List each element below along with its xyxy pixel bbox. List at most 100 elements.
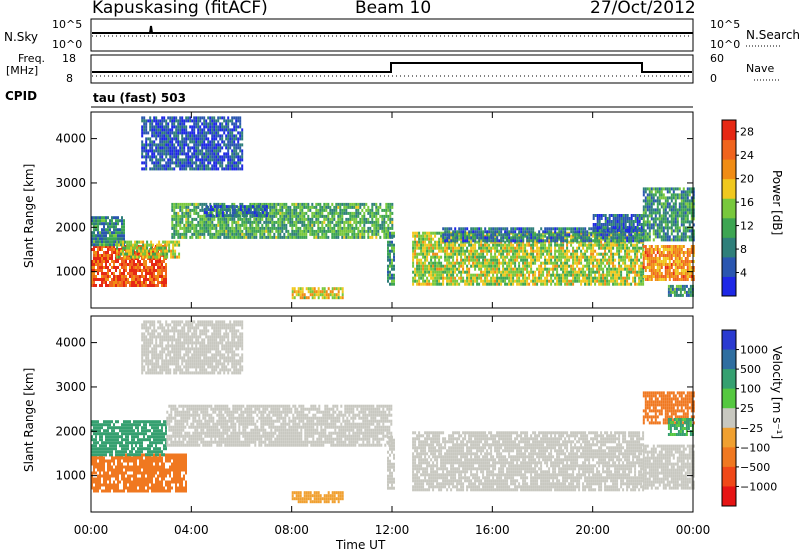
power-colorbar-label: 8 (740, 243, 747, 256)
velocity-colorbar-label: 500 (740, 363, 761, 376)
y-tick-label: 4000 (55, 132, 86, 146)
cpid-value: tau (fast) 503 (93, 91, 186, 105)
x-tick-label: 00:00 (74, 523, 109, 537)
power-colorbar-label: 12 (740, 220, 754, 233)
data-region-1 (91, 420, 167, 457)
freq-panel-frame (90, 54, 694, 84)
data-region-5 (291, 287, 344, 300)
velocity-colorbar-swatch (722, 408, 736, 429)
cpid-label: CPID (5, 89, 38, 103)
power-colorbar-swatch (722, 276, 736, 297)
freq-unit: [MHz] (6, 64, 39, 77)
nave-label: Nave (746, 62, 775, 75)
x-tick-label: 20:00 (575, 523, 610, 537)
velocity-colorbar-swatch (722, 466, 736, 487)
velocity-colorbar-swatch (722, 349, 736, 370)
velocity-colorbar-label: −500 (740, 461, 770, 474)
data-region-2 (116, 240, 181, 259)
data-region-4 (387, 435, 395, 490)
velocity-colorbar-label: −100 (740, 441, 770, 454)
velocity-colorbar-frame (721, 329, 737, 507)
velocity-colorbar-swatch (722, 369, 736, 390)
data-region-6 (387, 231, 395, 286)
power-colorbar-swatch (722, 159, 736, 180)
power-heatmap (91, 116, 695, 300)
data-region-6 (642, 444, 695, 490)
axes: 1000 2000 3000 4000 00:00 04:00 08:00 12:00 16:0… (55, 112, 710, 537)
nsky-trace (92, 25, 693, 34)
x-axis-title: Time UT (336, 538, 386, 552)
x-tick-label: 04:00 (174, 523, 209, 537)
velocity-colorbar-label: 1000 (740, 344, 768, 357)
velocity-colorbar-label: 100 (740, 383, 761, 396)
data-region-13 (141, 116, 244, 171)
data-region-2 (166, 404, 393, 447)
x-tick-label: 16:00 (475, 523, 510, 537)
power-colorbar-swatch (722, 120, 736, 141)
velocity-colorbar-label: 25 (740, 402, 754, 415)
data-region-7 (642, 391, 695, 425)
power-colorbar-label: 4 (740, 267, 747, 280)
y-tick-label: 3000 (55, 380, 86, 394)
data-region-9 (141, 320, 244, 375)
nsky-label: N.Sky (4, 30, 39, 44)
data-region-4 (203, 205, 268, 218)
nave-tick-high: 60 (710, 52, 724, 65)
nsky-tick-high: 10^5 (52, 18, 83, 31)
freq-label: Freq. (18, 52, 46, 65)
y-tick-label: 1000 (55, 265, 86, 279)
velocity-colorbar-swatch (722, 388, 736, 409)
freq-trace (92, 62, 692, 73)
nave-tick-low: 0 (710, 72, 717, 85)
data-region-0 (91, 453, 187, 493)
nsky-tick-low: 10^0 (52, 38, 83, 51)
power-colorbar-swatch (722, 217, 736, 238)
power-colorbar-swatch (722, 237, 736, 258)
power-colorbar-label: 24 (740, 149, 754, 162)
data-region-11 (642, 187, 695, 242)
power-colorbar-label: 28 (740, 126, 754, 139)
data-region-7 (412, 231, 645, 286)
power-colorbar-title: Power [dB] (770, 170, 784, 236)
power-colorbar-label: 16 (740, 196, 754, 209)
freq-tick-low: 8 (66, 72, 73, 85)
data-region-5 (412, 431, 645, 492)
nsearch-tick-high: 10^5 (710, 18, 741, 31)
power-colorbar-frame (721, 119, 737, 297)
beam-label: Beam 10 (355, 0, 432, 18)
y-tick-label: 2000 (55, 220, 86, 234)
power-colorbar-swatch (722, 139, 736, 160)
colorbars: 4 8 12 16 20 24 28 1000 500 100 25 −25 −100 −500 −1000 (721, 119, 777, 507)
data-region-3 (291, 491, 344, 504)
x-tick-label: 12:00 (375, 523, 410, 537)
velocity-y-axis-title: Slant Range [km] (22, 367, 36, 472)
velocity-colorbar-swatch (722, 447, 736, 468)
y-tick-label: 1000 (55, 469, 86, 483)
velocity-heatmap (91, 320, 695, 504)
velocity-colorbar-swatch (722, 486, 736, 507)
data-region-9 (592, 214, 645, 232)
x-tick-label: 00:00 (676, 523, 711, 537)
power-colorbar-swatch (722, 198, 736, 219)
power-colorbar-swatch (722, 256, 736, 277)
data-region-10 (642, 245, 695, 281)
velocity-colorbar-label: −25 (740, 422, 763, 435)
station-title: Kapuskasing (fitACF) (92, 0, 268, 18)
power-y-axis-title: Slant Range [km] (22, 163, 36, 268)
nsky-panel-frame (90, 18, 694, 52)
y-tick-label: 3000 (55, 176, 86, 190)
velocity-colorbar-swatch (722, 330, 736, 351)
data-region-8 (667, 418, 694, 436)
nsearch-tick-low: 10^0 (710, 38, 741, 51)
y-tick-label: 4000 (55, 336, 86, 350)
power-colorbar-label: 20 (740, 173, 754, 186)
nsearch-label: N.Search (746, 28, 800, 42)
date-label: 27/Oct/2012 (590, 0, 696, 18)
data-region-12 (667, 284, 694, 297)
x-tick-label: 08:00 (274, 523, 309, 537)
velocity-colorbar-label: −1000 (740, 480, 777, 493)
y-tick-label: 2000 (55, 424, 86, 438)
freq-tick-high: 18 (62, 52, 76, 65)
velocity-colorbar-title: Velocity [m s⁻¹] (770, 346, 784, 440)
